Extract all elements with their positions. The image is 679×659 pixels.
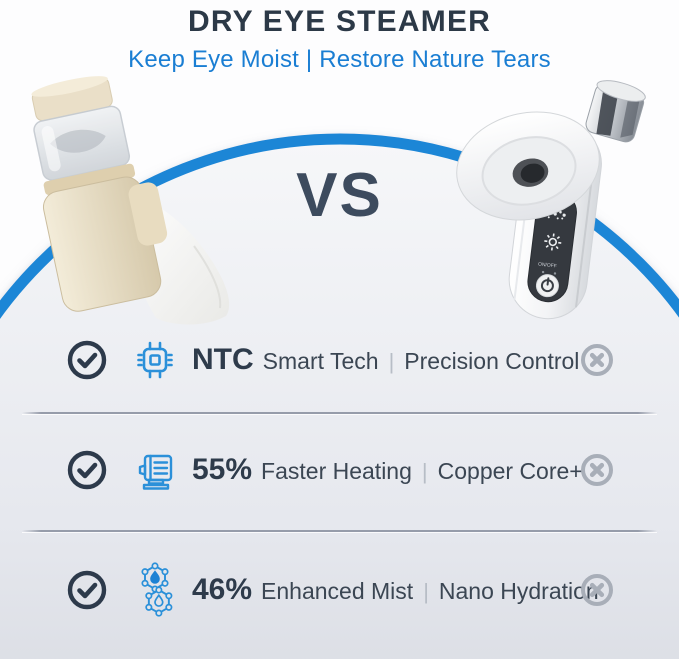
check-icon xyxy=(66,449,108,491)
row-highlight: 55% xyxy=(192,453,253,486)
indicator-dot xyxy=(541,270,545,274)
check-icon xyxy=(66,569,108,611)
page-title: DRY EYE STEAMER xyxy=(187,5,492,38)
tank-inner xyxy=(50,129,106,153)
row-separator: | xyxy=(423,579,429,604)
row-separator: | xyxy=(388,349,395,374)
tank-band xyxy=(43,163,136,196)
row-detail: Nano Hydration xyxy=(438,578,599,604)
row-feature: Enhanced Mist xyxy=(261,578,414,604)
row-detail: Copper Core+ xyxy=(437,458,583,484)
left-product-photo xyxy=(31,76,230,325)
power-button-icon xyxy=(535,274,559,298)
header: DRY EYE STEAMER Keep Eye Moist | Restore… xyxy=(0,0,679,74)
right-product-photo: ON/OFF xyxy=(456,80,646,320)
power-label: ON/OFF xyxy=(538,261,557,269)
tank-shine xyxy=(41,126,61,172)
row-text: 46% Enhanced Mist | Nano Hydration xyxy=(192,573,599,607)
row-highlight: 46% xyxy=(192,573,253,606)
comparison-row-ntc: NTC Smart Tech | Precision Control xyxy=(0,331,679,389)
row-divider xyxy=(22,530,657,532)
funnel-collar xyxy=(128,182,168,246)
steamer-body xyxy=(31,76,168,312)
row-text: NTC Smart Tech | Precision Control xyxy=(192,343,579,377)
cross-icon xyxy=(579,342,615,378)
row-feature: Faster Heating xyxy=(261,458,412,484)
chrome-cap xyxy=(585,80,646,143)
row-text: 55% Faster Heating | Copper Core+ xyxy=(192,453,583,487)
row-feature: Smart Tech xyxy=(262,348,379,374)
indicator-dot xyxy=(553,272,557,275)
row-detail: Precision Control xyxy=(404,348,580,374)
funnel-shading xyxy=(193,245,222,309)
row-separator: | xyxy=(421,459,428,484)
cap-top xyxy=(31,76,108,97)
check-icon xyxy=(66,339,108,381)
vs-label: VS xyxy=(296,161,383,230)
eye-cup xyxy=(456,111,600,221)
page-subtitle: Keep Eye Moist | Restore Nature Tears xyxy=(128,46,551,73)
row-divider xyxy=(22,412,657,414)
comparison-row-heating: 55% Faster Heating | Copper Core+ xyxy=(0,441,679,499)
nano-mist-molecule-icon xyxy=(128,561,182,619)
heater-motor-icon xyxy=(128,446,182,494)
cross-icon xyxy=(579,572,615,608)
comparison-row-mist: 46% Enhanced Mist | Nano Hydration xyxy=(0,561,679,619)
row-highlight: NTC xyxy=(192,343,254,376)
cross-icon xyxy=(579,452,615,488)
cpu-chip-icon xyxy=(128,336,182,384)
heat-sun-icon xyxy=(544,233,562,251)
